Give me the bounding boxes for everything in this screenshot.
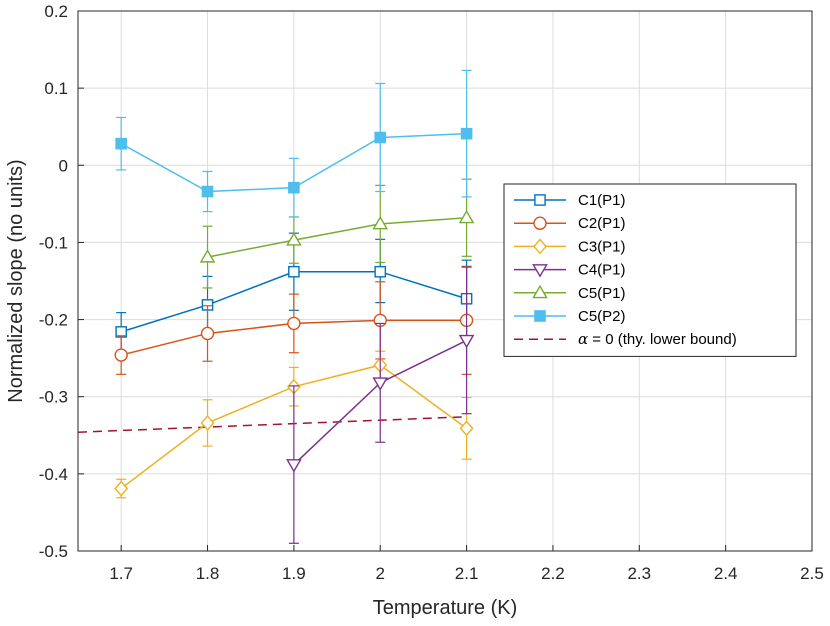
legend-label: C2(P1): [578, 215, 626, 232]
data-point-triangle-down: [372, 377, 389, 391]
data-point-circle: [533, 216, 547, 230]
data-point-triangle-down: [458, 334, 475, 349]
legend-label: C5(P2): [578, 308, 626, 325]
data-point-diamond: [114, 480, 129, 497]
data-point-square: [534, 194, 546, 206]
x-tick-label: 2: [376, 564, 385, 583]
y-tick-label: 0: [59, 156, 68, 175]
legend-label: C1(P1): [578, 192, 626, 209]
series-line: [207, 216, 467, 258]
y-tick-label: -0.3: [39, 388, 68, 407]
legend-label: α = 0 (thy. lower bound): [578, 330, 737, 348]
x-tick-label: 1.9: [282, 564, 306, 583]
legend-label: C5(P1): [578, 285, 626, 302]
x-tick-label: 2.2: [541, 564, 565, 583]
data-point-square: [374, 265, 387, 278]
series-C4(P1): [286, 266, 475, 544]
legend-label: C4(P1): [578, 262, 626, 279]
data-point-filled-square: [534, 310, 546, 322]
x-tick-label: 2.4: [714, 564, 738, 583]
data-point-triangle-up: [199, 249, 216, 263]
y-axis-label: Normalized slope (no units): [5, 159, 27, 402]
series-group: [114, 69, 475, 544]
data-point-triangle-up: [286, 232, 302, 246]
y-tick-label: -0.5: [39, 542, 68, 561]
legend-entry: C5(P1): [514, 285, 626, 302]
legend: C1(P1) C2(P1) C3(P1) C4(P1) C5(P1) C5(P2) α = …: [503, 183, 797, 357]
data-point-square: [288, 265, 300, 278]
legend-entry: C4(P1): [514, 262, 626, 279]
x-tick-label: 2.3: [627, 564, 651, 583]
y-tick-label: 0.2: [44, 2, 68, 21]
reference-line: [77, 416, 467, 433]
data-point-triangle-down: [532, 264, 548, 278]
data-point-circle: [114, 348, 128, 362]
data-point-circle: [287, 316, 301, 331]
x-tick-labels: 1.7 1.8 1.9 2 2.1 2.2 2.3 2.4 2.5: [109, 564, 823, 583]
x-axis-label: Temperature (K): [373, 597, 518, 619]
legend-entry-reference: α = 0 (thy. lower bound): [514, 330, 737, 348]
data-point-filled-square: [460, 127, 473, 140]
data-point-filled-square: [115, 137, 127, 150]
data-point-filled-square: [374, 131, 387, 144]
data-point-triangle-up: [372, 215, 389, 230]
data-point-circle: [200, 326, 215, 341]
x-tick-label: 1.8: [196, 564, 220, 583]
data-point-diamond: [533, 238, 547, 255]
data-point-triangle-down: [286, 459, 302, 473]
series-C5(P2): [115, 69, 473, 218]
data-point-triangle-up: [532, 284, 548, 299]
legend-entry: C2(P1): [514, 215, 626, 232]
y-tick-label: 0.1: [44, 79, 68, 98]
data-point-triangle-up: [458, 209, 475, 224]
data-point-diamond: [459, 420, 474, 437]
x-tick-label: 1.7: [109, 564, 133, 583]
data-point-filled-square: [201, 185, 214, 198]
y-tick-label: -0.1: [39, 233, 68, 252]
y-tick-labels: 0.2 0.1 0 -0.1 -0.2 -0.3 -0.4 -0.5: [39, 2, 68, 561]
legend-entry: C3(P1): [514, 238, 626, 255]
reference-line-group: [77, 416, 467, 433]
y-tick-label: -0.2: [39, 311, 68, 330]
x-tick-label: 2.1: [455, 564, 479, 583]
y-tick-label: -0.4: [39, 465, 68, 484]
data-point-diamond: [200, 414, 215, 431]
data-point-filled-square: [288, 181, 300, 194]
legend-entry: C1(P1): [514, 192, 626, 209]
legend-label: C3(P1): [578, 238, 626, 255]
x-tick-label: 2.5: [800, 564, 824, 583]
axes-box: [77, 10, 813, 552]
legend-entry: C5(P2): [514, 308, 626, 325]
